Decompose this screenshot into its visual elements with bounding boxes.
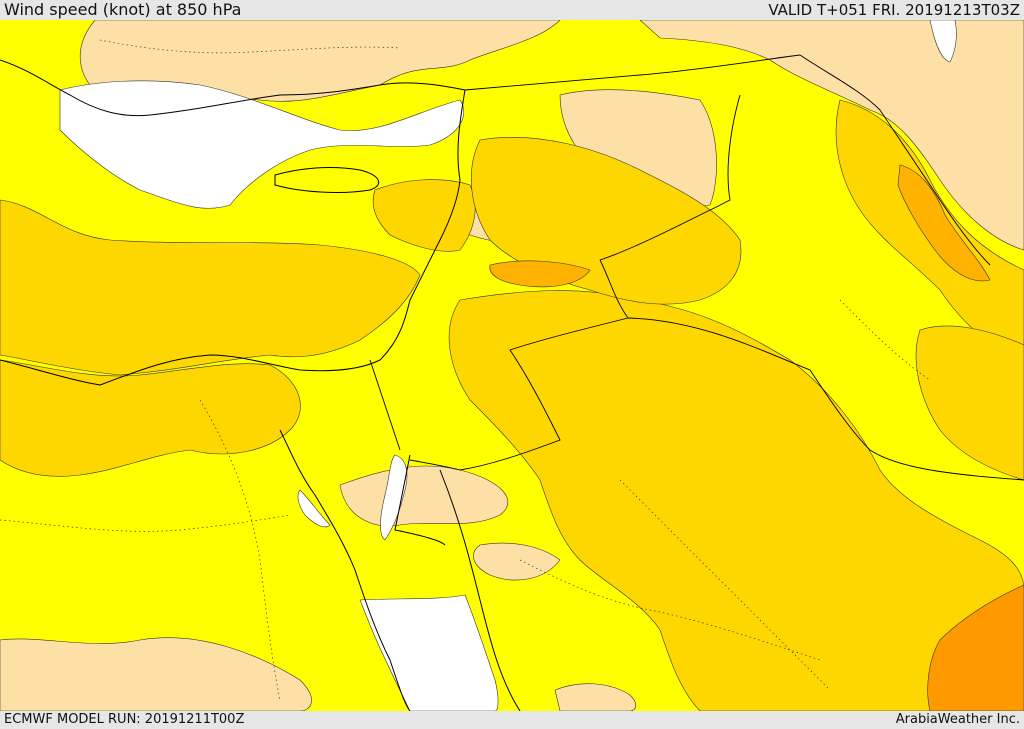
field-gold-arabia bbox=[448, 290, 1024, 711]
field-orange-syria bbox=[489, 260, 591, 288]
calm-aegean bbox=[59, 80, 465, 209]
credit-label: ArabiaWeather Inc. bbox=[895, 712, 1020, 727]
political-borders bbox=[369, 54, 1024, 481]
coastlines bbox=[0, 59, 521, 711]
field-gold-north-africa bbox=[0, 359, 301, 477]
field-gold-levant bbox=[372, 179, 476, 252]
wind-speed-map[interactable] bbox=[0, 20, 1024, 711]
model-run-label: ECMWF MODEL RUN: 20191211T00Z bbox=[4, 712, 245, 727]
calm-aqaba bbox=[380, 454, 408, 541]
calm-caspian-edge bbox=[929, 20, 957, 63]
header-bar: Wind speed (knot) at 850 hPa VALID T+051… bbox=[0, 0, 1024, 20]
field-gold-anatolia bbox=[0, 199, 421, 376]
field-light-northeast bbox=[639, 20, 1024, 251]
field-deep-orange-southeast bbox=[927, 584, 1024, 711]
field-light-west bbox=[0, 637, 312, 711]
field-light-south bbox=[554, 683, 637, 711]
field-orange-zagros bbox=[897, 164, 991, 282]
calm-red-sea-north bbox=[297, 489, 331, 528]
map-title: Wind speed (knot) at 850 hPa bbox=[4, 0, 242, 19]
valid-time-label: VALID T+051 FRI. 20191213T03Z bbox=[768, 1, 1020, 19]
footer-bar: ECMWF MODEL RUN: 20191211T00Z ArabiaWeat… bbox=[0, 711, 1024, 729]
field-gold-gulf bbox=[915, 325, 1024, 481]
internal-borders bbox=[0, 39, 931, 701]
field-light-hejaz bbox=[473, 542, 561, 581]
calm-red-sea-south bbox=[359, 594, 499, 711]
